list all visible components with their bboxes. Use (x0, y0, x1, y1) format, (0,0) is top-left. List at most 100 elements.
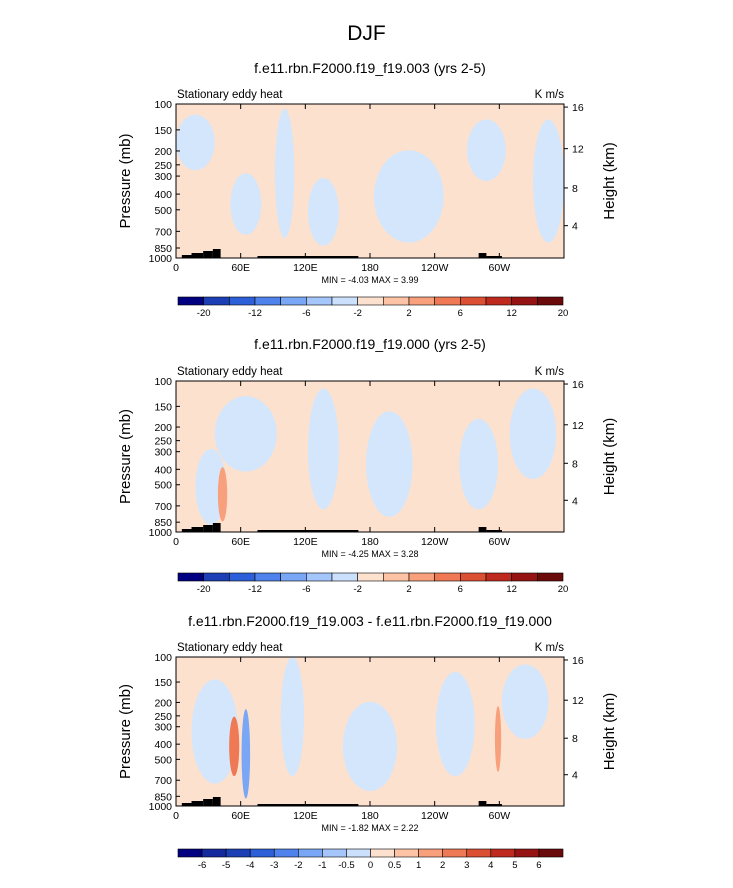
y-tick-label: 250 (154, 711, 172, 723)
y-tick-label: 400 (154, 189, 172, 201)
colorbar-label: -2 (353, 308, 361, 319)
x-tick-label: 180 (361, 262, 379, 274)
panel-title: f.e11.rbn.F2000.f19_f19.003 (yrs 2-5) (254, 60, 486, 76)
y-tick-label: 500 (154, 205, 172, 217)
y-tick-label: 400 (154, 464, 172, 476)
y-tick-label: 150 (154, 401, 172, 413)
y-tick-label: 700 (154, 775, 172, 787)
terrain-block (191, 253, 204, 258)
colorbar-swatch (537, 296, 564, 306)
colorbar-swatch (460, 572, 487, 582)
x-tick-label: 120W (421, 810, 449, 822)
colorbar-swatch (490, 848, 516, 858)
y-tick-label: 1000 (149, 527, 173, 539)
figure-title: DJF (347, 22, 386, 45)
contour-region (280, 657, 305, 777)
colorbar-label: 20 (558, 584, 569, 595)
colorbar-label: 4 (488, 860, 493, 871)
colorbar-label: -2 (294, 860, 302, 871)
x-tick-label: 120W (421, 536, 449, 548)
terrain-block (212, 523, 221, 532)
contour-region (501, 664, 549, 739)
colorbar-label: 6 (536, 860, 541, 871)
y-tick-label: 500 (154, 480, 172, 492)
colorbar-swatch (273, 848, 299, 858)
colorbar-label: 6 (458, 308, 463, 319)
contour-region (176, 114, 215, 171)
colorbar-swatch (280, 572, 307, 582)
colorbar-label: -0.5 (338, 860, 354, 871)
colorbar-swatch (177, 572, 204, 582)
terrain-block (203, 525, 213, 532)
contour-region (532, 119, 564, 243)
min-max-stats: MIN = -4.25 MAX = 3.28 (321, 549, 418, 559)
x-tick-label: 60W (489, 536, 511, 548)
y-tick-label: 500 (154, 754, 172, 766)
colorbar-swatch (383, 296, 410, 306)
colorbar-swatch (460, 296, 487, 306)
colorbar-label: -5 (222, 860, 230, 871)
contour-region (214, 396, 277, 472)
x-tick-label: 60W (489, 810, 511, 822)
y-tick-label: 850 (154, 791, 172, 803)
y-tick-label: 1000 (149, 253, 173, 265)
x-tick-label: 60E (231, 536, 250, 548)
colorbar-swatch (229, 572, 256, 582)
y-right-axis-title: Height (km) (601, 142, 618, 220)
colorbar-label: 1 (416, 860, 421, 871)
colorbar-label: 2 (440, 860, 445, 871)
colorbar-label: -12 (248, 308, 262, 319)
colorbar-label: -6 (302, 584, 310, 595)
terrain-block (478, 527, 487, 532)
y-tick-label: 200 (154, 697, 172, 709)
y-tick-label: 300 (154, 171, 172, 183)
colorbar-swatch (394, 848, 419, 858)
colorbar-swatch (225, 848, 251, 858)
colorbar-label: 0.5 (388, 860, 401, 871)
field-contours (181, 657, 549, 806)
colorbar-label: 2 (406, 584, 411, 595)
colorbar-label: -3 (270, 860, 278, 871)
contour-region (307, 177, 339, 246)
colorbar-swatch (177, 848, 203, 858)
y-right-tick-label: 16 (572, 655, 584, 667)
colorbar-swatch (306, 572, 333, 582)
terrain-block (191, 801, 204, 806)
y-right-tick-label: 8 (572, 458, 578, 470)
colorbar-swatch (346, 848, 371, 858)
contour-region (459, 418, 499, 510)
terrain-block (181, 529, 192, 532)
terrain-block (257, 530, 359, 532)
x-tick-label: 60E (231, 810, 250, 822)
colorbar: -20 -12 -6 -2 2 6 12 20 (177, 572, 569, 595)
contour-region (217, 467, 228, 522)
y-tick-label: 150 (154, 125, 172, 137)
colorbar-label: -4 (246, 860, 254, 871)
terrain-block (212, 249, 221, 258)
colorbar-swatch (370, 848, 395, 858)
panel-left-label: Stationary eddy heat (177, 89, 283, 101)
contour-region (230, 173, 262, 235)
panel-title: f.e11.rbn.F2000.f19_f19.000 (yrs 2-5) (254, 336, 486, 352)
colorbar-swatch (249, 848, 275, 858)
contour-region (467, 119, 506, 181)
y-tick-label: 100 (154, 99, 172, 111)
colorbar-swatch (537, 572, 564, 582)
min-max-stats: MIN = -4.03 MAX = 3.99 (321, 275, 418, 285)
y-tick-label: 100 (154, 652, 172, 664)
field-contours (181, 388, 557, 532)
colorbar-label: 6 (458, 584, 463, 595)
plot-area (176, 104, 564, 258)
panel-3: f.e11.rbn.F2000.f19_f19.003 - f.e11.rbn.… (117, 613, 618, 871)
y-axis-title: Pressure (mb) (117, 684, 134, 779)
terrain-block (203, 251, 213, 258)
y-right-tick-label: 8 (572, 733, 578, 745)
terrain-block (212, 797, 221, 806)
colorbar-label: 12 (506, 584, 517, 595)
x-tick-label: 0 (173, 536, 179, 548)
colorbar-swatch (203, 296, 230, 306)
x-tick-label: 0 (173, 810, 179, 822)
colorbar-swatch (201, 848, 227, 858)
x-tick-label: 120E (293, 536, 318, 548)
contour-region (366, 411, 413, 517)
